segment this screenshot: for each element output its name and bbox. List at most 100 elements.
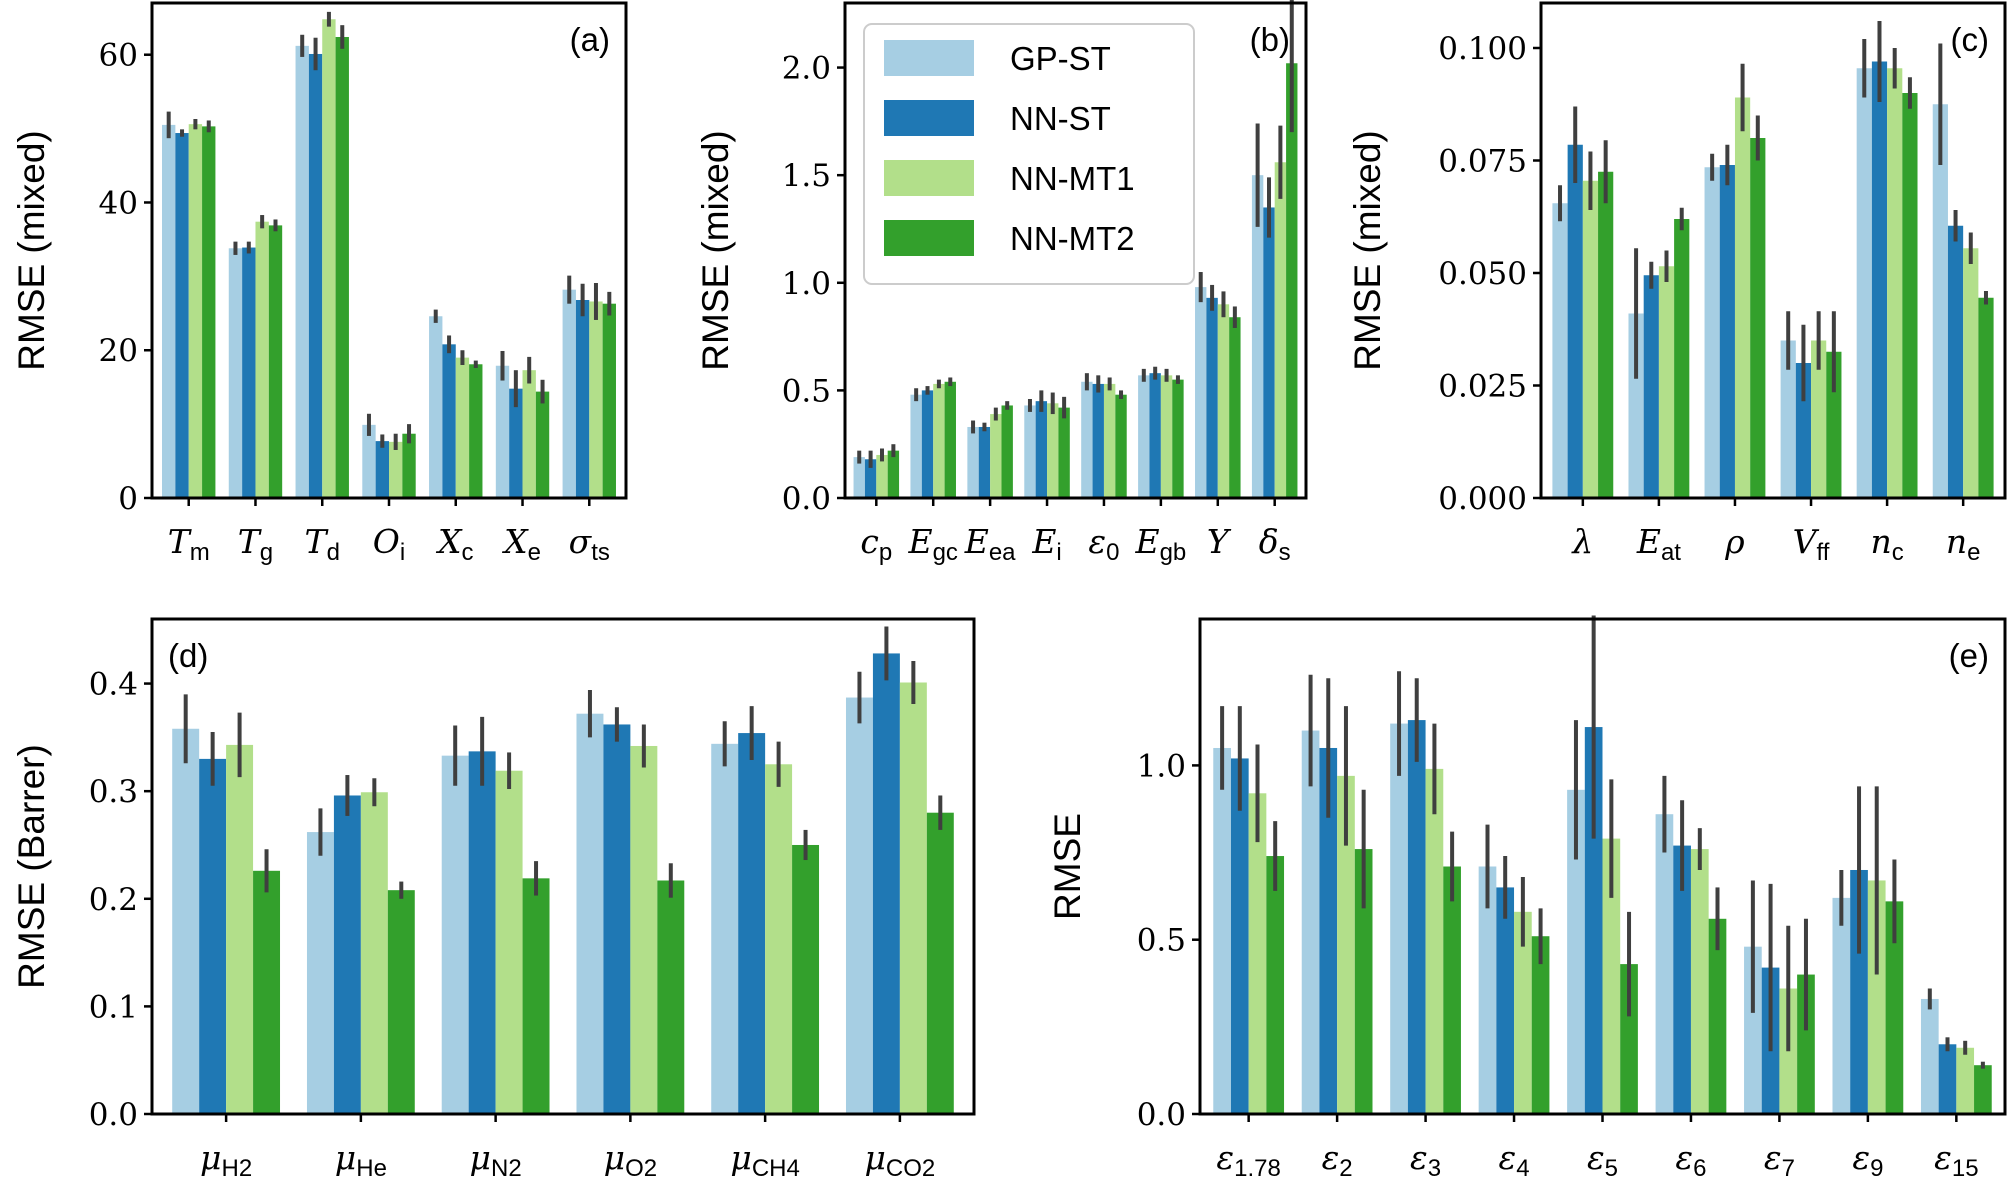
bar-nn-st-5 bbox=[1092, 383, 1104, 498]
bar-nn-mt2-8 bbox=[1885, 901, 1904, 1114]
bar-gp-st-1 bbox=[853, 457, 865, 498]
x-tick-label: ε5 bbox=[1587, 1138, 1618, 1179]
bar-nn-st-3 bbox=[978, 426, 991, 498]
y-tick-label: 1.0 bbox=[782, 266, 831, 302]
bar-nn-mt1-4 bbox=[630, 745, 658, 1114]
y-tick-label: 2.0 bbox=[782, 51, 831, 87]
bar-nn-st-4 bbox=[1496, 887, 1515, 1114]
x-tick-label: Xc bbox=[435, 522, 474, 566]
x-tick-label: ε7 bbox=[1764, 1138, 1795, 1179]
bar-nn-mt2-7 bbox=[602, 303, 616, 498]
y-tick-label: 0.2 bbox=[89, 882, 138, 918]
bar-nn-st-6 bbox=[1149, 373, 1161, 498]
bar-nn-mt2-1 bbox=[1266, 856, 1285, 1114]
x-tick-label: ε1.78 bbox=[1216, 1138, 1280, 1179]
bar-nn-st-7 bbox=[1206, 297, 1218, 498]
legend-box bbox=[863, 23, 1195, 285]
bar-nn-mt2-1 bbox=[1598, 171, 1614, 498]
panel-label: (b) bbox=[1250, 21, 1290, 58]
legend-swatch bbox=[884, 220, 974, 256]
panel-label: (d) bbox=[168, 637, 208, 674]
bar-gp-st-1 bbox=[172, 728, 200, 1114]
bar-nn-st-6 bbox=[872, 653, 900, 1114]
bar-nn-st-5 bbox=[1871, 61, 1888, 498]
bar-nn-st-4 bbox=[603, 724, 631, 1114]
bar-gp-st-4 bbox=[1024, 405, 1036, 498]
y-axis-label: RMSE (mixed) bbox=[695, 130, 736, 371]
y-axis-label: RMSE (Barrer) bbox=[11, 744, 52, 989]
bar-gp-st-6 bbox=[1655, 814, 1674, 1114]
bar-nn-mt1-2 bbox=[933, 383, 945, 498]
bar-nn-mt1-9 bbox=[1956, 1047, 1975, 1114]
legend-swatch bbox=[884, 100, 974, 136]
x-tick-label: ε0 bbox=[1088, 522, 1119, 566]
bar-nn-mt1-5 bbox=[1887, 68, 1903, 498]
bar-nn-mt2-3 bbox=[522, 878, 550, 1114]
bar-nn-st-2 bbox=[1643, 275, 1659, 498]
bar-gp-st-6 bbox=[495, 365, 510, 498]
x-tick-label: ε6 bbox=[1675, 1138, 1706, 1179]
bar-gp-st-6 bbox=[845, 697, 873, 1114]
bar-nn-mt1-1 bbox=[1582, 180, 1599, 498]
y-tick-label: 0.1 bbox=[89, 989, 138, 1025]
bar-nn-st-5 bbox=[738, 733, 766, 1114]
bar-nn-mt2-6 bbox=[1172, 379, 1184, 498]
bar-nn-mt1-7 bbox=[1779, 988, 1798, 1114]
panel-label: (e) bbox=[1949, 637, 1989, 674]
bar-gp-st-2 bbox=[1301, 730, 1320, 1114]
y-tick-label: 1.0 bbox=[1137, 748, 1186, 784]
x-tick-label: ε3 bbox=[1410, 1138, 1441, 1179]
bar-nn-mt1-6 bbox=[1963, 248, 1979, 498]
bar-nn-mt2-1 bbox=[887, 450, 900, 498]
bar-nn-mt1-3 bbox=[495, 770, 523, 1114]
y-tick-label: 0.0 bbox=[1137, 1097, 1186, 1133]
legend-swatch bbox=[884, 160, 974, 196]
x-tick-label: Y bbox=[1207, 522, 1232, 561]
bar-nn-st-3 bbox=[308, 53, 323, 498]
x-tick-label: μO2 bbox=[604, 1138, 657, 1179]
bar-nn-mt1-2 bbox=[1658, 266, 1675, 498]
bar-nn-st-5 bbox=[442, 344, 456, 498]
x-tick-label: ε15 bbox=[1934, 1138, 1978, 1179]
y-tick-label: 0.075 bbox=[1438, 144, 1527, 180]
bar-nn-st-1 bbox=[1567, 144, 1583, 498]
bar-nn-st-3 bbox=[1719, 165, 1735, 498]
bar-nn-mt2-9 bbox=[1974, 1065, 1992, 1114]
panel-e: ε1.78 ε2 ε3 ε4 ε5 ε6 ε7 ε9 ε15 0.0 0.5 1.0 RMSE (e) bbox=[1047, 615, 2007, 1179]
bar-nn-mt1-1 bbox=[188, 124, 203, 498]
x-tick-label: Td bbox=[305, 522, 340, 566]
bar-gp-st-6 bbox=[1932, 104, 1948, 498]
bar-nn-mt2-5 bbox=[469, 364, 483, 498]
bar-gp-st-4 bbox=[362, 424, 376, 498]
y-tick-label: 0.5 bbox=[782, 373, 831, 409]
bar-nn-mt1-4 bbox=[1514, 911, 1532, 1114]
bar-nn-mt1-2 bbox=[255, 221, 269, 498]
legend-label: NN-MT2 bbox=[1010, 220, 1135, 257]
bar-gp-st-4 bbox=[576, 713, 604, 1114]
bar-nn-mt2-2 bbox=[387, 890, 415, 1114]
legend-label: NN-MT1 bbox=[1010, 160, 1135, 197]
bar-gp-st-9 bbox=[1920, 998, 1939, 1114]
bar-nn-mt2-8 bbox=[1286, 63, 1298, 498]
x-tick-label: Oi bbox=[373, 522, 405, 566]
bar-nn-st-4 bbox=[1795, 363, 1812, 498]
bar-nn-mt2-7 bbox=[1797, 974, 1815, 1114]
bar-gp-st-7 bbox=[1195, 287, 1207, 498]
bar-nn-st-8 bbox=[1263, 207, 1275, 498]
y-tick-label: 0.0 bbox=[782, 481, 831, 517]
axes-frame bbox=[150, 1, 628, 500]
axes-frame bbox=[150, 617, 976, 1116]
x-tick-label: Vff bbox=[1793, 522, 1830, 566]
bar-nn-mt1-4 bbox=[1047, 403, 1059, 498]
x-tick-label: Ei bbox=[1031, 522, 1061, 566]
axes-frame bbox=[1539, 1, 2007, 500]
bar-gp-st-5 bbox=[1567, 789, 1585, 1114]
bar-gp-st-3 bbox=[1390, 723, 1408, 1114]
bar-nn-mt1-8 bbox=[1274, 162, 1287, 498]
bar-nn-st-4 bbox=[375, 441, 389, 498]
x-tick-label: ρ bbox=[1724, 522, 1745, 561]
bar-gp-st-1 bbox=[1213, 747, 1231, 1114]
bar-nn-mt2-2 bbox=[1674, 219, 1690, 498]
y-tick-label: 0.0 bbox=[89, 1097, 138, 1133]
